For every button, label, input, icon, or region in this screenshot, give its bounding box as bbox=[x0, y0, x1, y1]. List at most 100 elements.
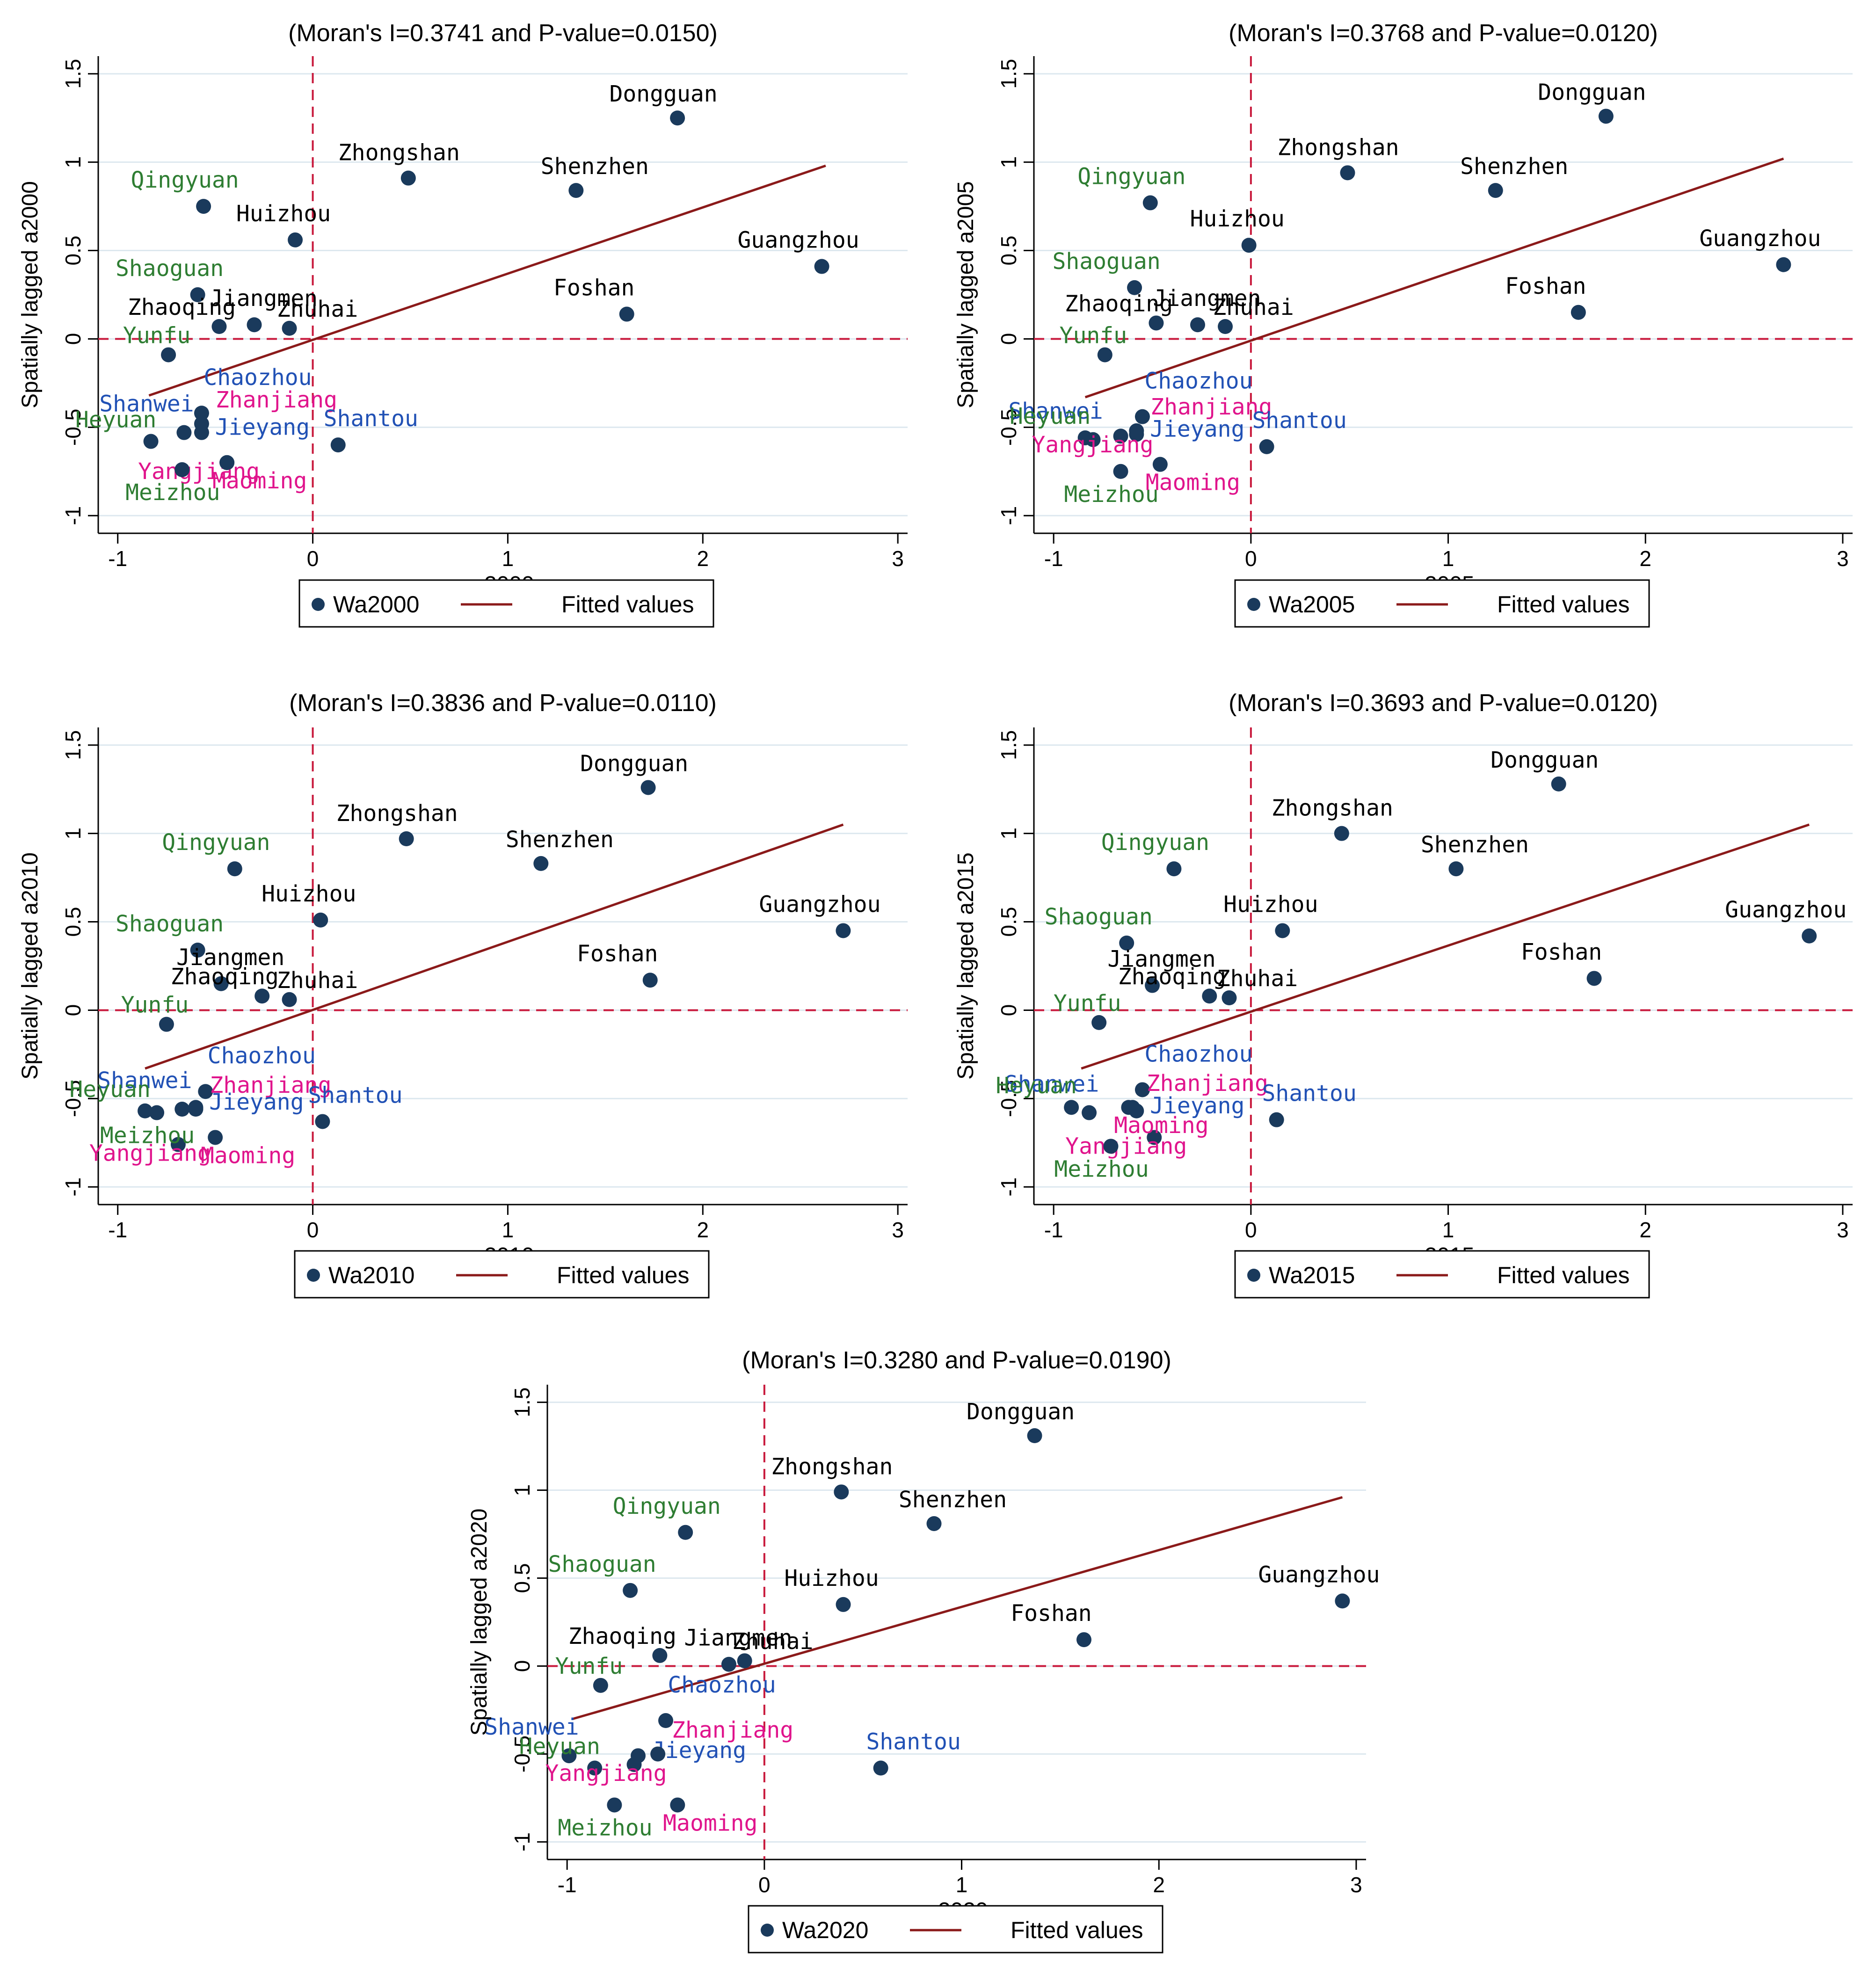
city-label: Zhaoqing bbox=[128, 294, 236, 320]
data-point bbox=[642, 973, 658, 988]
data-point bbox=[652, 1648, 668, 1663]
fitted-values-line bbox=[1081, 823, 1810, 1070]
data-point bbox=[836, 923, 851, 938]
x-tick-label: 1 bbox=[1442, 1218, 1454, 1242]
data-point bbox=[1334, 826, 1349, 841]
data-point bbox=[313, 912, 328, 928]
y-tick-label: -1 bbox=[510, 1832, 534, 1852]
city-label: Shantou bbox=[1262, 1081, 1357, 1107]
city-label: Zhongshan bbox=[336, 800, 458, 827]
data-point bbox=[814, 259, 829, 274]
city-label: Zhuhai bbox=[277, 967, 358, 994]
data-point bbox=[1119, 935, 1134, 951]
city-label: Zhanjiang bbox=[672, 1717, 793, 1743]
data-point bbox=[619, 306, 634, 322]
data-point bbox=[211, 319, 227, 334]
city-label: Chaozhou bbox=[1144, 368, 1252, 394]
city-label: Zhanjiang bbox=[1150, 394, 1272, 420]
city-label: Jieyang bbox=[1150, 1093, 1244, 1119]
city-label: Dongguan bbox=[580, 750, 688, 777]
legend-series-label: Wa2005 bbox=[1269, 591, 1355, 617]
x-tick-label: 0 bbox=[307, 546, 319, 571]
data-point bbox=[1488, 183, 1503, 198]
city-label: Jiangmen bbox=[176, 944, 284, 971]
x-tick-label: 3 bbox=[1837, 1218, 1849, 1242]
legend-point-marker bbox=[307, 1269, 320, 1282]
y-axis-label: Spatially lagged a2010 bbox=[18, 852, 43, 1080]
city-label: Shantou bbox=[1252, 407, 1346, 434]
city-label: Shaoguan bbox=[116, 255, 224, 282]
y-tick-label: 1 bbox=[61, 156, 85, 168]
city-label: Huizhou bbox=[1190, 206, 1284, 232]
data-point bbox=[1129, 427, 1144, 442]
plot-area bbox=[98, 727, 908, 1205]
data-point bbox=[658, 1713, 674, 1729]
city-label: Yangjiang bbox=[138, 458, 260, 485]
y-tick-label: 1.5 bbox=[996, 730, 1021, 760]
legend-fit-label: Fitted values bbox=[1497, 1262, 1629, 1288]
y-tick-label: 0 bbox=[61, 1004, 85, 1017]
data-point bbox=[1222, 990, 1237, 1005]
data-point bbox=[1064, 1100, 1079, 1115]
data-point bbox=[640, 780, 656, 795]
data-point bbox=[161, 347, 176, 363]
city-label: Yangjiang bbox=[545, 1760, 667, 1787]
city-label: Guangzhou bbox=[738, 227, 859, 254]
data-point bbox=[1275, 923, 1290, 938]
data-point bbox=[198, 1084, 213, 1099]
data-point bbox=[1340, 165, 1355, 181]
x-tick-label: 1 bbox=[502, 546, 514, 571]
chart-panel-1: -1 0 1 2 3 -1 -0.5 0 0.5 1 1.5 Dongguan Zhongshan She… bbox=[953, 20, 1853, 628]
data-point bbox=[1145, 978, 1160, 993]
x-tick-label: -1 bbox=[108, 1218, 127, 1242]
data-point bbox=[1147, 1130, 1162, 1145]
y-tick-label: 1.5 bbox=[61, 730, 85, 760]
city-label: Huizhou bbox=[1223, 891, 1318, 917]
legend-fit-label: Fitted values bbox=[1497, 591, 1629, 617]
city-label: Maoming bbox=[663, 1810, 757, 1836]
data-point bbox=[1076, 1632, 1091, 1648]
data-point bbox=[1121, 1100, 1136, 1115]
legend-fit-label: Fitted values bbox=[557, 1262, 689, 1288]
x-tick-label: 3 bbox=[892, 1218, 904, 1242]
city-label: Meizhou bbox=[558, 1815, 652, 1841]
data-point bbox=[587, 1760, 603, 1776]
data-point bbox=[315, 1114, 330, 1129]
city-label: Chaozhou bbox=[204, 364, 312, 391]
data-point bbox=[1335, 1593, 1350, 1609]
y-tick-label: 0 bbox=[510, 1660, 534, 1672]
city-label: Foshan bbox=[1521, 939, 1602, 965]
city-label: Zhongshan bbox=[1277, 134, 1399, 160]
data-point bbox=[1448, 861, 1464, 877]
data-point bbox=[190, 943, 205, 958]
city-label: Zhanjiang bbox=[216, 387, 337, 413]
legend-point-marker bbox=[1247, 598, 1260, 611]
city-label: Zhongshan bbox=[338, 140, 460, 166]
city-label: Zhanjiang bbox=[210, 1072, 331, 1098]
chart-panel-2: -1 0 1 2 3 -1 -0.5 0 0.5 1 1.5 Dongguan Zhongshan She… bbox=[18, 690, 908, 1299]
city-label: Zhongshan bbox=[771, 1453, 893, 1480]
x-tick-label: 3 bbox=[892, 546, 904, 571]
city-label: Meizhou bbox=[100, 1123, 195, 1149]
data-point bbox=[1149, 315, 1164, 331]
legend-series-label: Wa2015 bbox=[1269, 1262, 1355, 1288]
data-point bbox=[1113, 429, 1128, 444]
city-label: Shaoguan bbox=[1052, 248, 1160, 275]
data-point bbox=[926, 1516, 942, 1531]
city-label: Heyuan bbox=[519, 1734, 600, 1760]
y-tick-label: 1 bbox=[61, 828, 85, 840]
data-point bbox=[1166, 861, 1182, 877]
data-point bbox=[836, 1597, 851, 1612]
city-label: Zhanjiang bbox=[1147, 1070, 1268, 1097]
city-label: Zhaoqing bbox=[1065, 291, 1173, 317]
city-label: Shantou bbox=[866, 1729, 961, 1755]
plot-area bbox=[1034, 727, 1853, 1205]
data-point bbox=[288, 232, 303, 247]
city-label: Yunfu bbox=[555, 1653, 623, 1679]
city-label: Jieyang bbox=[215, 414, 310, 441]
legend-point-marker bbox=[761, 1924, 774, 1937]
chart-title: (Moran's I=0.3280 and P-value=0.0190) bbox=[742, 1347, 1171, 1374]
data-point bbox=[399, 831, 414, 846]
city-label: Jieyang bbox=[1150, 416, 1244, 442]
